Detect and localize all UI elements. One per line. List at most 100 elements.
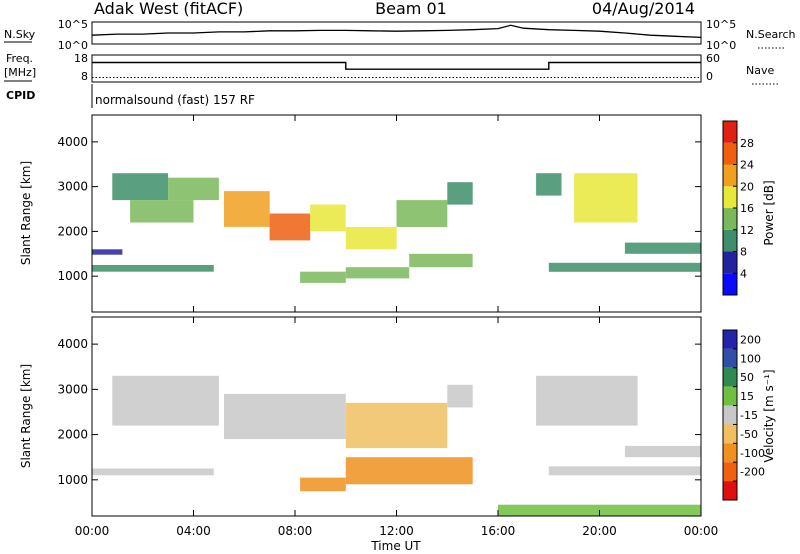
power-band-13	[447, 182, 473, 205]
velocity-cbar-swatch-7	[723, 462, 737, 482]
velocity-cbar-tick-label-0: 200	[740, 333, 761, 346]
velocity-band-2	[224, 393, 346, 440]
power-ytick-label-2: 3000	[57, 180, 88, 194]
time-x-axis: 00:00 04:00 08:00 12:00 16:00 20:00 00:00	[75, 115, 719, 538]
velocity-cbar-tick-label-7: -200	[740, 466, 765, 479]
power-cbar-swatch-4	[723, 186, 737, 209]
x-tick-label-4: 16:00	[481, 524, 516, 538]
velocity-cbar-swatch-1	[723, 348, 737, 368]
nave-label: Nave	[746, 64, 774, 77]
x-tick-label-2: 08:00	[278, 524, 313, 538]
freq-panel-frame	[91, 54, 702, 83]
nsearch-tick-top: 10^5	[706, 18, 736, 31]
velocity-band-0	[92, 468, 214, 476]
velocity-cbar-frame	[722, 329, 738, 501]
power-band-0	[92, 265, 214, 272]
nsearch-tick-bottom: 10^0	[706, 39, 736, 52]
power-cbar-swatch-1	[723, 251, 737, 274]
velocity-colorbar-label: Velocity [m s⁻¹]	[762, 369, 776, 462]
power-cbar-swatch-7	[723, 121, 737, 143]
power-band-1	[92, 249, 123, 255]
nsky-label: N.Sky	[4, 28, 36, 41]
power-cbar-tick-label-0: 4	[740, 267, 747, 280]
velocity-cbar-tick-label-5: -50	[740, 428, 758, 441]
velocity-cbar-tick-label-6: -100	[740, 447, 765, 460]
power-cbar-tick-label-1: 8	[740, 246, 747, 259]
velocity-cbar-swatch-6	[723, 443, 737, 463]
power-cbar-swatch-3	[723, 208, 737, 230]
velocity-y-axis: 1000 2000 3000 4000	[57, 337, 701, 487]
power-band-11	[396, 200, 448, 227]
power-ytick-label-0: 1000	[57, 269, 88, 283]
nsky-series	[91, 24, 702, 39]
power-band-2	[112, 173, 169, 201]
velocity-cbar-swatch-3	[723, 386, 737, 406]
power-band-14	[536, 173, 562, 196]
velocity-band-6	[447, 384, 473, 408]
power-heatmap	[92, 173, 702, 283]
nsky-tick-bottom: 10^0	[58, 39, 88, 52]
freq-unit: [MHz]	[4, 66, 36, 79]
cpid-label: CPID	[6, 89, 35, 102]
power-band-16	[574, 173, 638, 223]
power-colorbar-label: Power [dB]	[762, 180, 776, 245]
velocity-cbar-swatch-5	[723, 424, 737, 444]
velocity-cbar-swatch-4	[723, 405, 737, 425]
power-band-17	[624, 242, 701, 254]
x-tick-label-1: 04:00	[176, 524, 211, 538]
x-axis-label: Time UT	[370, 539, 421, 553]
power-band-8	[300, 271, 346, 283]
power-band-3	[130, 200, 194, 223]
x-tick-label-6: 00:00	[684, 524, 719, 538]
velocity-y-label: Slant Range [km]	[19, 364, 33, 468]
velocity-band-7	[536, 375, 638, 426]
power-band-12	[409, 253, 473, 268]
velocity-colorbar: 200 100 50 15 -15 -50 -100 -200	[722, 329, 765, 501]
power-cbar-tick-label-6: 28	[740, 137, 754, 150]
freq-series	[92, 61, 701, 70]
velocity-ytick-label-3: 4000	[57, 337, 88, 351]
date-title: 04/Aug/2014	[592, 0, 695, 18]
velocity-cbar-swatch-0	[723, 330, 737, 349]
nsearch-label: N.Search	[746, 28, 796, 41]
velocity-ytick-label-0: 1000	[57, 473, 88, 487]
velocity-band-4	[345, 457, 473, 485]
velocity-heatmap	[92, 375, 702, 516]
freq-tick-bottom: 8	[81, 70, 88, 83]
freq-label: Freq.	[6, 52, 33, 65]
velocity-band-9	[624, 445, 701, 458]
power-band-9	[345, 226, 397, 250]
power-cbar-tick-label-2: 12	[740, 224, 754, 237]
power-band-10	[345, 267, 410, 279]
power-y-label: Slant Range [km]	[19, 161, 33, 265]
power-cbar-tick-label-3: 16	[740, 202, 754, 215]
velocity-cbar-swatch-2	[723, 367, 737, 387]
power-cbar-tick-label-4: 20	[740, 180, 754, 193]
power-cbar-swatch-0	[723, 273, 737, 296]
velocity-cbar-tick-label-4: -15	[740, 409, 758, 422]
power-band-4	[168, 177, 219, 201]
power-ytick-label-3: 4000	[57, 135, 88, 149]
cpid-text: normalsound (fast) 157 RF	[95, 93, 255, 107]
nsky-panel-frame	[91, 21, 702, 45]
nave-tick-bottom: 0	[706, 70, 713, 83]
velocity-cbar-swatch-8	[723, 481, 737, 500]
velocity-band-1	[112, 375, 219, 426]
power-cbar-swatch-2	[723, 229, 737, 252]
velocity-band-5	[345, 402, 448, 449]
power-band-7	[310, 204, 346, 232]
power-band-6	[269, 213, 311, 241]
nsky-tick-top: 10^5	[58, 18, 88, 31]
velocity-band-3	[300, 477, 346, 492]
x-tick-label-0: 00:00	[75, 524, 110, 538]
x-tick-label-5: 20:00	[582, 524, 617, 538]
power-colorbar: 4 8 12 16 20 24 28	[722, 120, 754, 296]
power-band-15	[548, 262, 702, 272]
freq-tick-top: 18	[74, 52, 88, 65]
beam-title: Beam 01	[375, 0, 447, 18]
power-cbar-swatch-6	[723, 142, 737, 165]
nave-tick-top: 60	[706, 52, 720, 65]
velocity-cbar-tick-label-1: 100	[740, 352, 761, 365]
station-title: Adak West (fitACF)	[94, 0, 243, 18]
